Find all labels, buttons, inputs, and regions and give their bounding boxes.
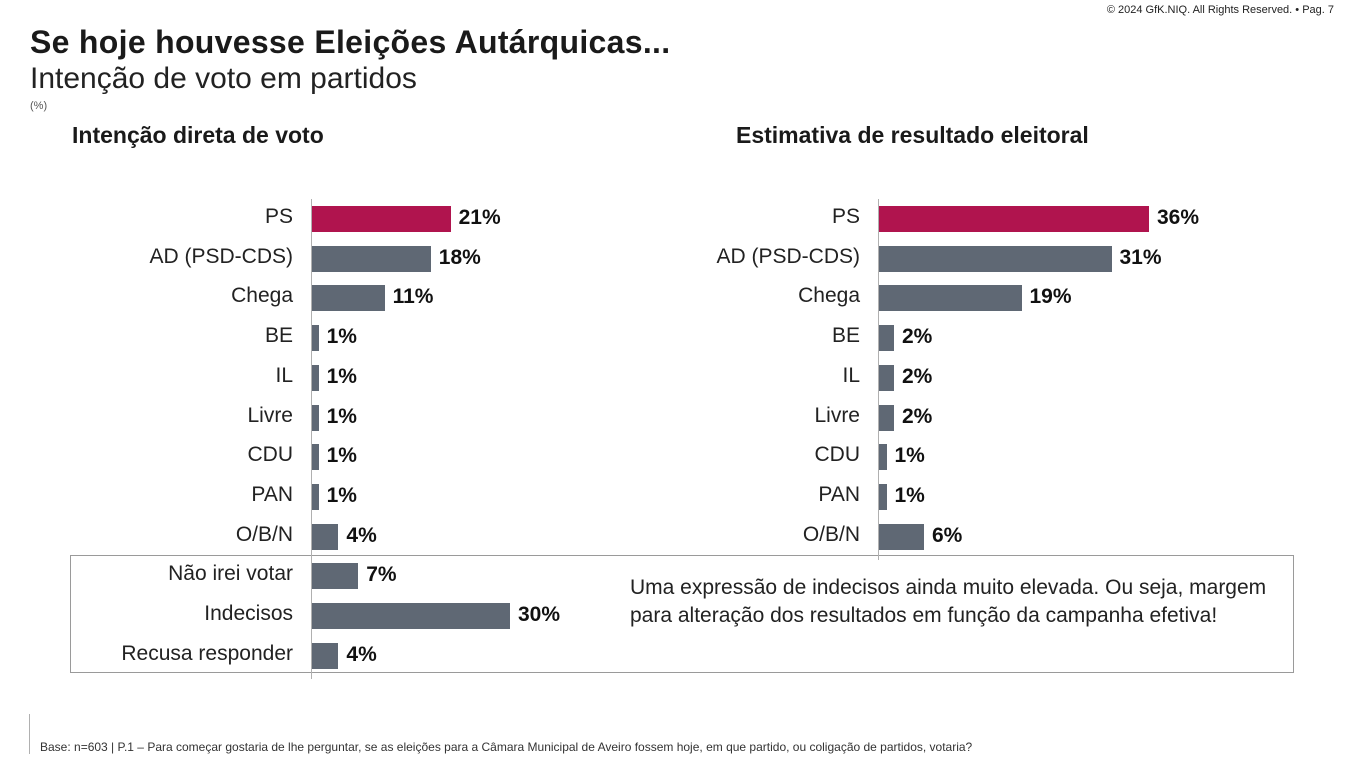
value-label-chega: 19% [1029, 285, 1072, 309]
category-label-o-b-n: O/B/N [802, 522, 860, 546]
category-label-o-b-n: O/B/N [235, 522, 293, 546]
value-label-o-b-n: 4% [346, 523, 377, 547]
value-label-ps: 36% [1157, 206, 1200, 229]
category-label-ad-psd-cds: AD (PSD-CDS) [149, 244, 293, 268]
value-label-ps: 21% [458, 206, 501, 229]
right-chart-title: Estimativa de resultado eleitoral [736, 122, 1089, 148]
value-label-be: 1% [326, 325, 357, 349]
value-label-ad-psd-cds: 18% [438, 245, 481, 269]
bar-ad-psd-cds [312, 245, 431, 272]
chart-axis [311, 199, 312, 680]
bar-chega [879, 285, 1022, 312]
bar-be [879, 325, 894, 352]
value-label-il: 1% [326, 364, 357, 388]
note-text: Uma expressão de indecisos ainda muito e… [630, 576, 1267, 627]
chart-axis [878, 199, 879, 561]
bar-livre [312, 404, 319, 431]
value-label-n-o-irei-votar: 7% [366, 563, 397, 587]
category-label-pan: PAN [251, 482, 293, 506]
bar-chega [312, 285, 385, 312]
category-label-cdu: CDU [247, 443, 294, 467]
bar-ps [879, 206, 1149, 232]
left-chart-title: Intenção direta de voto [72, 122, 324, 148]
copyright-notice: © 2024 GfK.NIQ. All Rights Reserved. • P… [1106, 4, 1334, 16]
category-label-indecisos: Indecisos [204, 602, 293, 625]
value-label-chega: 11% [392, 285, 434, 309]
page-subtitle: Intenção de voto em partidos [30, 62, 417, 95]
value-label-indecisos: 30% [518, 603, 561, 626]
bar-o-b-n [879, 523, 924, 550]
bar-recusa-responder [312, 642, 339, 669]
value-label-o-b-n: 6% [932, 523, 963, 547]
bar-indecisos [312, 603, 510, 629]
bar-o-b-n [312, 523, 339, 550]
category-label-ps: PS [831, 205, 860, 228]
bar-il [879, 364, 894, 391]
bar-n-o-irei-votar [312, 563, 359, 590]
bar-livre [879, 404, 894, 431]
value-label-ad-psd-cds: 31% [1119, 245, 1162, 269]
category-label-livre: Livre [247, 403, 293, 427]
bar-pan [879, 483, 887, 510]
category-label-livre: Livre [814, 403, 860, 427]
bar-ad-psd-cds [879, 245, 1112, 272]
bar-cdu [879, 444, 887, 471]
category-label-be: BE [264, 324, 293, 348]
value-label-cdu: 1% [894, 444, 925, 468]
page-title: Se hoje houvesse Eleições Autárquicas... [30, 24, 671, 60]
bar-ps [312, 206, 451, 232]
category-label-n-o-irei-votar: Não irei votar [168, 562, 293, 586]
footer-base-note: Base: n=603 | P.1 – Para começar gostari… [40, 740, 973, 754]
footer-divider [29, 714, 30, 754]
category-label-chega: Chega [798, 284, 860, 308]
category-label-il: IL [842, 363, 860, 387]
value-label-recusa-responder: 4% [346, 642, 377, 666]
value-label-il: 2% [902, 364, 933, 388]
bar-be [312, 325, 319, 352]
value-label-be: 2% [902, 325, 933, 349]
bar-il [312, 364, 319, 391]
bar-cdu [312, 444, 319, 471]
category-label-ad-psd-cds: AD (PSD-CDS) [716, 244, 860, 268]
unit-label: (%) [30, 100, 48, 112]
category-label-cdu: CDU [814, 443, 861, 467]
value-label-livre: 2% [902, 404, 933, 428]
category-label-pan: PAN [818, 482, 860, 506]
value-label-pan: 1% [894, 483, 925, 507]
category-label-il: IL [275, 363, 293, 387]
category-label-recusa-responder: Recusa responder [121, 641, 293, 665]
category-label-chega: Chega [231, 284, 293, 308]
category-label-ps: PS [264, 205, 293, 228]
category-label-be: BE [831, 324, 860, 348]
value-label-cdu: 1% [326, 444, 357, 468]
undecided-box [70, 555, 1294, 673]
value-label-pan: 1% [326, 483, 357, 507]
bar-pan [312, 483, 319, 510]
value-label-livre: 1% [326, 404, 357, 428]
